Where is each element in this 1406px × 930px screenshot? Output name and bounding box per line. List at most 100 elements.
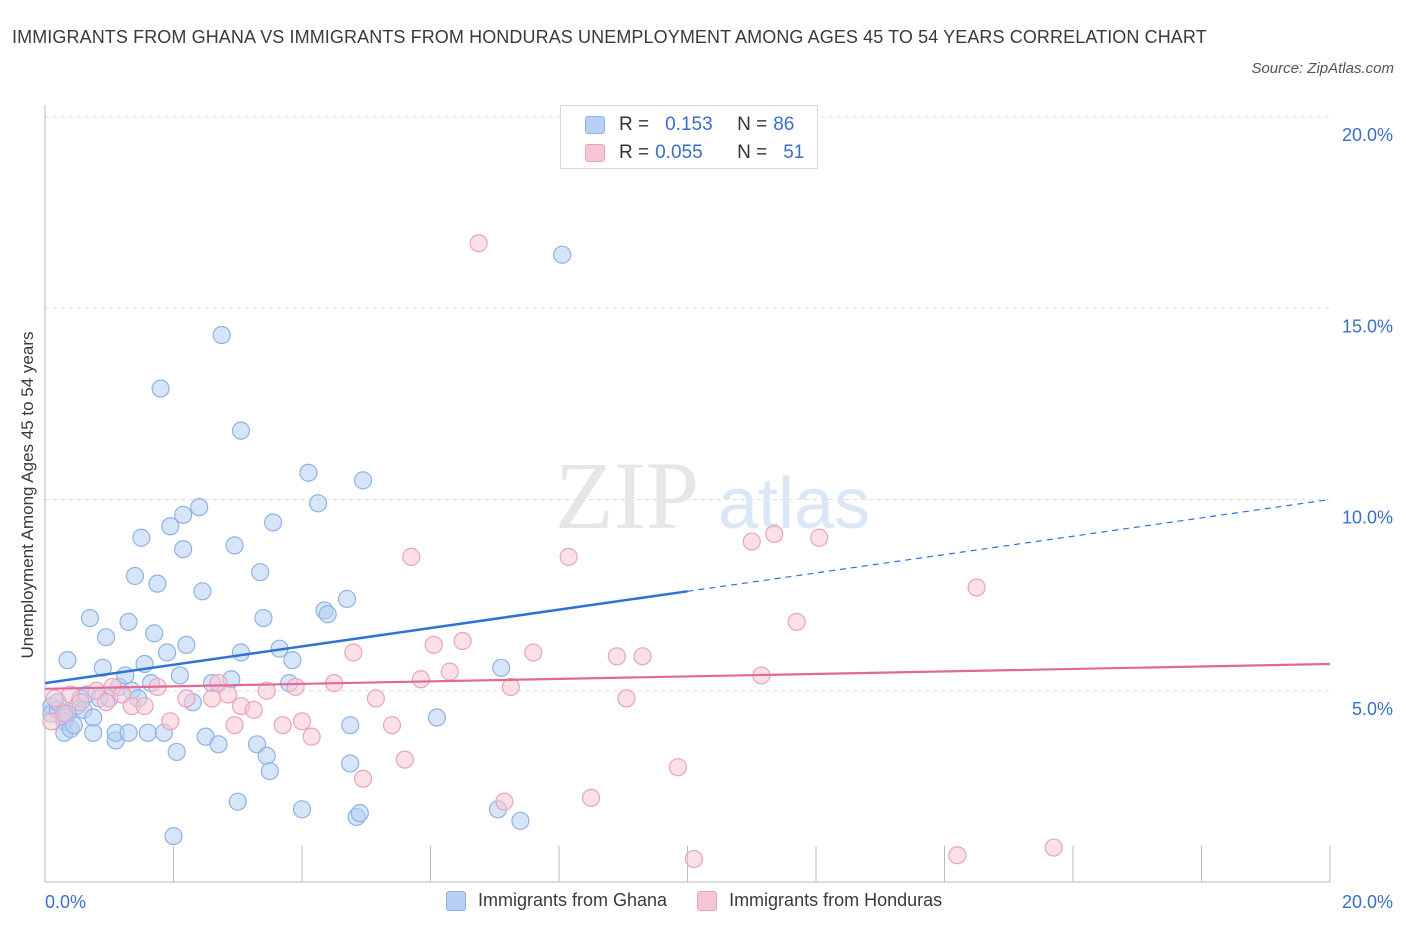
ghana-point bbox=[492, 658, 511, 677]
series-legend: Immigrants from Ghana Immigrants from Ho… bbox=[446, 890, 972, 911]
honduras-point bbox=[71, 693, 90, 712]
series-legend-honduras: Immigrants from Honduras bbox=[697, 890, 942, 911]
watermark-atlas: atlas bbox=[718, 464, 870, 544]
honduras-point bbox=[495, 792, 514, 811]
ghana-point bbox=[341, 716, 360, 735]
ghana-point bbox=[231, 643, 251, 662]
grid-lines bbox=[45, 116, 1330, 692]
legend-r-label: R = bbox=[619, 114, 650, 135]
honduras-point bbox=[559, 547, 578, 566]
honduras-point bbox=[617, 689, 636, 708]
honduras-point bbox=[286, 677, 305, 697]
honduras-point bbox=[177, 689, 196, 708]
ghana-trend-line bbox=[44, 590, 688, 685]
ghana-point bbox=[80, 608, 100, 628]
ghana-point bbox=[260, 761, 279, 781]
honduras-point bbox=[292, 712, 312, 731]
honduras-point bbox=[948, 846, 967, 865]
legend-swatch-honduras bbox=[585, 144, 605, 162]
honduras-point bbox=[668, 758, 687, 777]
ghana-point bbox=[174, 505, 193, 524]
honduras-point bbox=[524, 643, 543, 662]
honduras-point bbox=[582, 788, 601, 807]
ghana-point bbox=[190, 498, 209, 517]
trend-lines bbox=[44, 498, 1331, 690]
honduras-point bbox=[96, 693, 116, 712]
ghana-point bbox=[132, 528, 151, 547]
ghana-point bbox=[161, 517, 180, 536]
ghana-point bbox=[353, 471, 373, 490]
honduras-point bbox=[453, 631, 472, 651]
legend-swatch-ghana bbox=[585, 116, 605, 134]
honduras-point bbox=[302, 727, 321, 746]
honduras-point bbox=[135, 696, 154, 716]
ghana-point bbox=[511, 811, 530, 830]
ghana-point bbox=[193, 582, 212, 601]
series-label-honduras: Immigrants from Honduras bbox=[729, 890, 943, 910]
ghana-point bbox=[174, 540, 193, 559]
ghana-point bbox=[138, 723, 157, 742]
honduras-point bbox=[202, 689, 222, 708]
ghana-point bbox=[427, 708, 447, 727]
honduras-point bbox=[810, 528, 829, 547]
legend-n-value: 86 bbox=[773, 114, 795, 135]
series-swatch-honduras bbox=[697, 890, 718, 911]
series-swatch-ghana bbox=[446, 890, 466, 911]
legend-r-label: R = bbox=[619, 142, 650, 163]
honduras-point bbox=[607, 647, 626, 666]
ghana-point bbox=[553, 245, 572, 264]
honduras-point bbox=[45, 689, 64, 708]
honduras-point bbox=[633, 647, 652, 666]
honduras-point bbox=[402, 547, 421, 566]
ghana-point bbox=[228, 792, 247, 811]
ghana-point bbox=[231, 421, 251, 440]
honduras-points bbox=[42, 234, 1063, 869]
honduras-point bbox=[161, 712, 180, 731]
ghana-point bbox=[164, 826, 183, 846]
honduras-point bbox=[440, 662, 459, 681]
honduras-point bbox=[244, 700, 263, 719]
series-legend-ghana: Immigrants from Ghana bbox=[446, 890, 667, 911]
legend-r-value: 0.153 bbox=[665, 114, 713, 135]
series-label-ghana: Immigrants from Ghana bbox=[478, 890, 668, 910]
honduras-point bbox=[366, 689, 385, 708]
ghana-points bbox=[42, 245, 572, 846]
ghana-point bbox=[283, 651, 302, 670]
ghana-point bbox=[251, 563, 270, 582]
correlation-legend: R = 0.153 N = 86 R = 0.055 N = 51 bbox=[560, 105, 818, 169]
ghana-point bbox=[299, 463, 318, 482]
ghana-point bbox=[177, 635, 196, 654]
honduras-point bbox=[742, 532, 761, 551]
ghana-point bbox=[151, 379, 170, 398]
ghana-point bbox=[93, 658, 112, 677]
ghana-point bbox=[225, 536, 244, 555]
honduras-point bbox=[424, 635, 443, 654]
honduras-point bbox=[344, 643, 363, 662]
ghana-trend-extension bbox=[687, 498, 1331, 592]
ghana-point bbox=[119, 612, 138, 632]
honduras-point bbox=[967, 578, 986, 597]
ghana-point bbox=[318, 605, 337, 624]
honduras-trend-line bbox=[44, 662, 1331, 690]
ghana-point bbox=[209, 735, 228, 754]
chart-title: IMMIGRANTS FROM GHANA VS IMMIGRANTS FROM… bbox=[12, 27, 1207, 47]
ghana-point bbox=[254, 608, 273, 628]
x-tick-label: 0.0% bbox=[45, 892, 86, 912]
honduras-point bbox=[382, 716, 402, 735]
y-tick-label: 5.0% bbox=[1352, 699, 1393, 719]
watermark-zip: ZIP bbox=[555, 442, 699, 549]
ghana-point bbox=[212, 325, 231, 345]
ghana-point bbox=[145, 624, 164, 643]
legend-r-value: 0.055 bbox=[655, 142, 703, 163]
honduras-point bbox=[257, 681, 276, 700]
ghana-point bbox=[263, 513, 283, 532]
ghana-point bbox=[148, 574, 167, 593]
y-tick-label: 10.0% bbox=[1342, 508, 1393, 528]
ghana-point bbox=[167, 742, 186, 762]
source-label: Source: ZipAtlas.com bbox=[1251, 60, 1394, 77]
ghana-point bbox=[257, 746, 276, 765]
ghana-point bbox=[341, 754, 360, 773]
ghana-point bbox=[350, 804, 369, 823]
y-tick-label: 15.0% bbox=[1342, 316, 1393, 336]
honduras-point bbox=[353, 769, 373, 788]
